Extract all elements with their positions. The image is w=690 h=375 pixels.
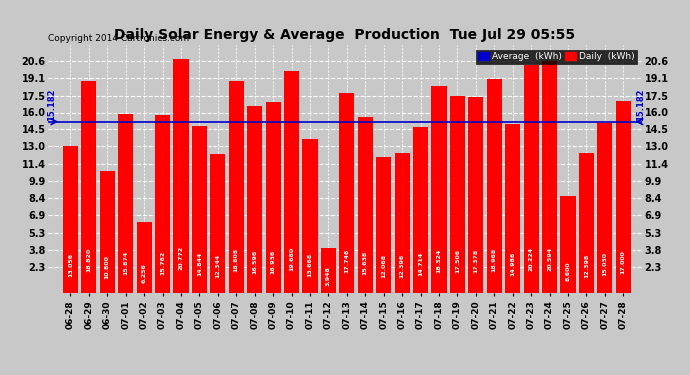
Bar <box>228 81 244 292</box>
Bar <box>100 171 115 292</box>
Text: 12.344: 12.344 <box>215 254 220 278</box>
Bar <box>413 127 428 292</box>
Bar <box>505 124 520 292</box>
Text: 14.986: 14.986 <box>510 251 515 276</box>
Bar <box>302 139 317 292</box>
Bar <box>63 146 78 292</box>
Text: 12.398: 12.398 <box>584 254 589 278</box>
Bar <box>524 65 539 292</box>
Bar <box>81 81 97 292</box>
Text: 20.224: 20.224 <box>529 247 533 271</box>
Legend: Average  (kWh), Daily  (kWh): Average (kWh), Daily (kWh) <box>475 50 637 64</box>
Bar <box>173 59 188 292</box>
Bar <box>192 126 207 292</box>
Bar <box>615 101 631 292</box>
Bar <box>486 79 502 292</box>
Text: 18.968: 18.968 <box>492 248 497 272</box>
Bar <box>339 93 355 292</box>
Text: 13.668: 13.668 <box>308 253 313 277</box>
Text: 10.800: 10.800 <box>105 255 110 279</box>
Bar <box>469 97 484 292</box>
Text: 14.714: 14.714 <box>418 252 423 276</box>
Bar <box>210 154 226 292</box>
Bar <box>376 157 391 292</box>
Text: 16.936: 16.936 <box>270 250 275 274</box>
Text: 15.182: 15.182 <box>46 88 56 121</box>
Text: 13.056: 13.056 <box>68 253 73 278</box>
Bar <box>284 71 299 292</box>
Bar <box>395 153 410 292</box>
Bar <box>155 115 170 292</box>
Text: 12.068: 12.068 <box>381 254 386 278</box>
Text: 3.948: 3.948 <box>326 266 331 286</box>
Bar <box>321 248 336 292</box>
Text: 8.600: 8.600 <box>566 262 571 281</box>
Bar <box>118 114 133 292</box>
Text: 6.256: 6.256 <box>141 264 147 284</box>
Bar <box>137 222 152 292</box>
Bar <box>266 102 281 292</box>
Text: 14.844: 14.844 <box>197 252 202 276</box>
Text: 17.746: 17.746 <box>344 249 349 273</box>
Text: 18.808: 18.808 <box>234 248 239 272</box>
Text: 17.378: 17.378 <box>473 249 478 273</box>
Text: 15.030: 15.030 <box>602 252 607 276</box>
Text: Copyright 2014 Cartronics.com: Copyright 2014 Cartronics.com <box>48 33 190 42</box>
Text: 16.596: 16.596 <box>253 250 257 274</box>
Text: 19.680: 19.680 <box>289 247 294 272</box>
Text: 20.772: 20.772 <box>179 246 184 270</box>
Text: 18.820: 18.820 <box>86 248 91 272</box>
Bar <box>450 96 465 292</box>
Text: 17.506: 17.506 <box>455 249 460 273</box>
Text: 15.182: 15.182 <box>635 88 644 121</box>
Text: 15.762: 15.762 <box>160 251 165 275</box>
Text: 17.000: 17.000 <box>621 250 626 274</box>
Bar <box>542 61 557 292</box>
Bar <box>431 86 446 292</box>
Bar <box>598 123 613 292</box>
Bar <box>579 153 594 292</box>
Title: Daily Solar Energy & Average  Production  Tue Jul 29 05:55: Daily Solar Energy & Average Production … <box>115 28 575 42</box>
Text: 18.324: 18.324 <box>437 248 442 273</box>
Bar <box>560 196 575 292</box>
Text: 15.874: 15.874 <box>124 251 128 275</box>
Bar <box>247 106 262 292</box>
Text: 15.638: 15.638 <box>363 251 368 275</box>
Text: 20.594: 20.594 <box>547 246 552 271</box>
Text: 12.396: 12.396 <box>400 254 404 278</box>
Bar <box>357 117 373 292</box>
